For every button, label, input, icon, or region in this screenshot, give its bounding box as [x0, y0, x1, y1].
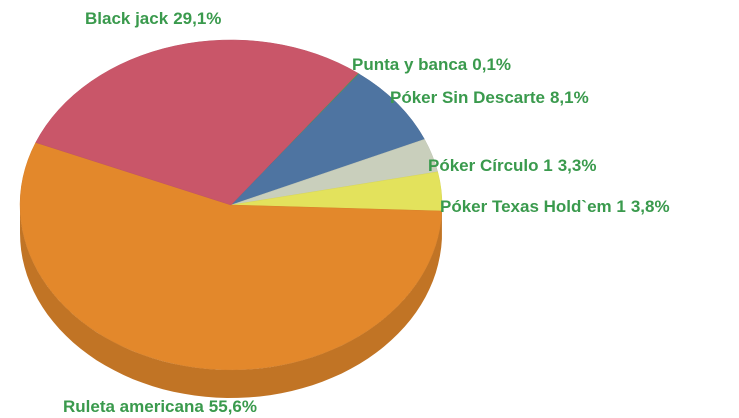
label-value: 3,3% — [558, 156, 597, 175]
slice — [35, 39, 359, 206]
label-value: 55,6% — [209, 397, 257, 416]
slice — [230, 73, 425, 206]
slice-label: Póker Sin Descarte 8,1% — [390, 88, 589, 107]
slice-label: Póker Texas Hold`em 1 3,8% — [440, 197, 670, 216]
slice-label: Punta y banca 0,1% — [352, 55, 511, 74]
label-value: 29,1% — [173, 9, 221, 28]
label-name: Punta y banca — [352, 55, 468, 74]
label-name: Póker Sin Descarte — [390, 88, 545, 107]
slice — [19, 142, 443, 371]
label-name: Póker Texas Hold`em 1 — [440, 197, 626, 216]
label-name: Ruleta americana — [63, 397, 204, 416]
label-value: 3,8% — [631, 197, 670, 216]
label-value: 0,1% — [472, 55, 511, 74]
slice-side — [20, 205, 442, 398]
label-name: Póker Círculo 1 — [428, 156, 553, 175]
label-value: 8,1% — [550, 88, 589, 107]
label-name: Black jack — [85, 9, 169, 28]
slice-label: Póker Círculo 1 3,3% — [428, 156, 596, 175]
slice-label: Ruleta americana 55,6% — [63, 397, 257, 416]
slice-label: Black jack 29,1% — [85, 9, 221, 28]
